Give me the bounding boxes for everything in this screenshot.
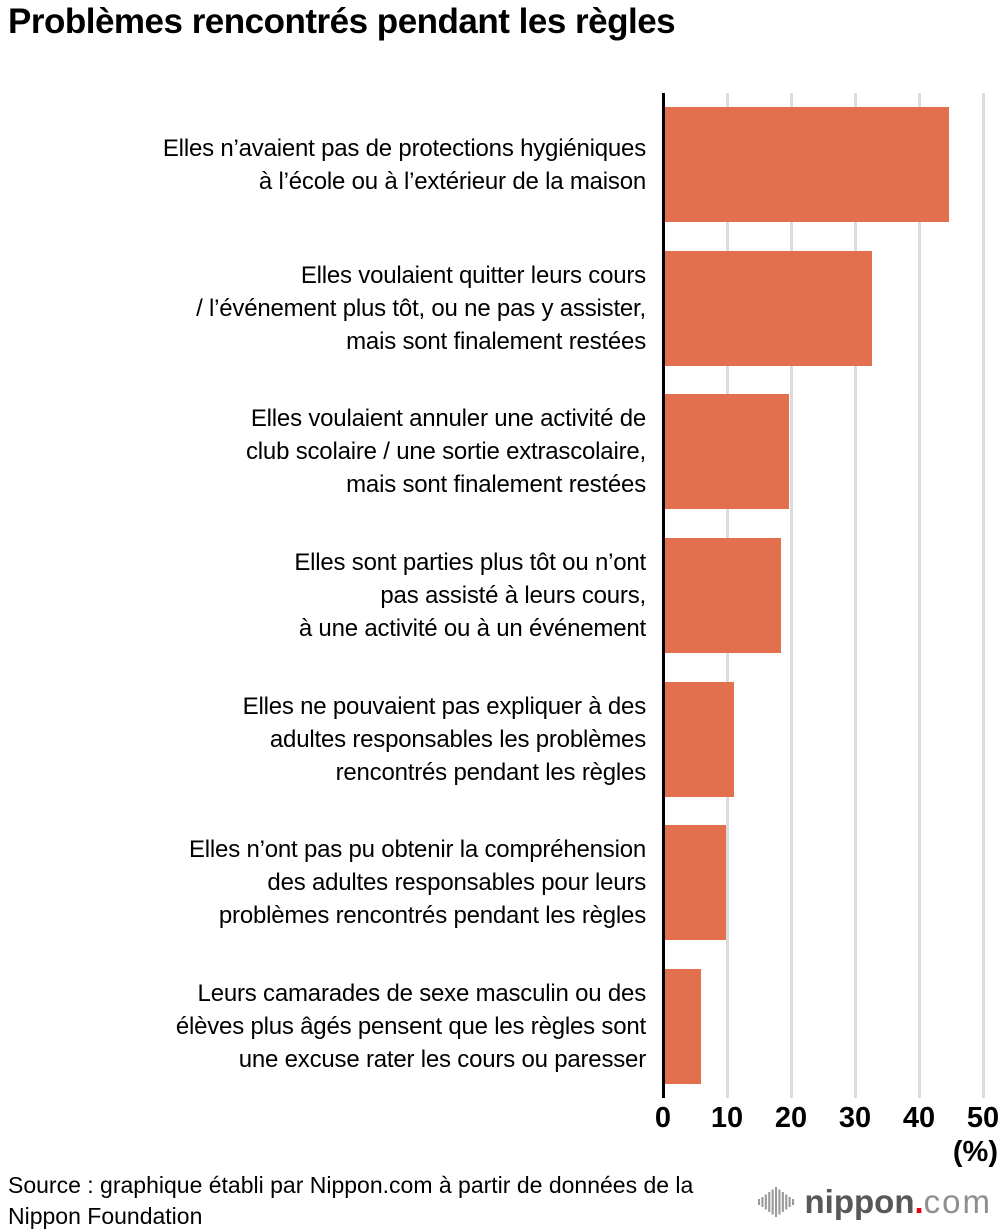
category-label: Elles n’ont pas pu obtenir la compréhens… bbox=[188, 836, 646, 930]
category-label: Elles sont parties plus tôt ou n’ont pas… bbox=[294, 549, 646, 643]
category-label: Elles ne pouvaient pas expliquer à des a… bbox=[242, 692, 647, 786]
x-tick-20: 20 bbox=[774, 1102, 808, 1134]
x-axis: 0 10 20 30 40 50 bbox=[0, 1102, 1000, 1138]
bar bbox=[665, 107, 949, 223]
x-tick-30: 30 bbox=[838, 1102, 872, 1134]
logo-text-nippon: nippon bbox=[804, 1183, 915, 1220]
bar-track bbox=[665, 825, 985, 941]
y-axis-line bbox=[662, 93, 665, 1098]
x-tick-0: 0 bbox=[654, 1102, 672, 1134]
x-tick-10: 10 bbox=[710, 1102, 744, 1134]
bar-track bbox=[665, 107, 985, 223]
x-tick-40: 40 bbox=[902, 1102, 936, 1134]
gridline-30 bbox=[854, 93, 857, 1098]
logo-dot: . bbox=[914, 1183, 924, 1220]
x-axis-unit-label: (%) bbox=[952, 1136, 998, 1168]
gridline-50 bbox=[982, 93, 985, 1098]
bar-row: Elles sont parties plus tôt ou n’ont pas… bbox=[0, 524, 1000, 668]
bar bbox=[665, 968, 702, 1084]
bar-row: Elles voulaient annuler une activité de … bbox=[0, 380, 1000, 524]
gridline-40 bbox=[918, 93, 921, 1098]
bar-rows: Elles n’avaient pas de protections hygié… bbox=[0, 93, 1000, 1098]
bar-track bbox=[665, 250, 985, 366]
bar bbox=[665, 538, 781, 654]
chart-title: Problèmes rencontrés pendant les règles bbox=[8, 2, 676, 41]
x-tick-50: 50 bbox=[966, 1102, 1000, 1134]
logo-text: nippon.com bbox=[805, 1184, 992, 1220]
category-label: Elles voulaient annuler une activité de … bbox=[246, 405, 646, 499]
bar-track bbox=[665, 394, 985, 510]
category-label: Elles voulaient quitter leurs cours / l’… bbox=[196, 261, 646, 355]
gridline-20 bbox=[790, 93, 793, 1098]
bar bbox=[665, 825, 726, 941]
bar-track bbox=[665, 968, 985, 1084]
bar bbox=[665, 394, 789, 510]
bar-track bbox=[665, 681, 985, 797]
logo-text-com: com bbox=[923, 1183, 992, 1220]
soundwave-icon bbox=[757, 1187, 794, 1217]
source-note: Source : graphique établi par Nippon.com… bbox=[8, 1172, 694, 1229]
bar-row: Elles voulaient quitter leurs cours / l’… bbox=[0, 237, 1000, 381]
bar-row: Elles ne pouvaient pas expliquer à des a… bbox=[0, 667, 1000, 811]
bar-track bbox=[665, 538, 985, 654]
bar-row: Elles n’avaient pas de protections hygié… bbox=[0, 93, 1000, 237]
bar-row: Leurs camarades de sexe masculin ou des … bbox=[0, 954, 1000, 1098]
bar-row: Elles n’ont pas pu obtenir la compréhens… bbox=[0, 811, 1000, 955]
bar bbox=[665, 250, 872, 366]
category-label: Elles n’avaient pas de protections hygié… bbox=[162, 134, 646, 195]
category-label: Leurs camarades de sexe masculin ou des … bbox=[175, 979, 646, 1073]
nippon-logo: nippon.com bbox=[757, 1184, 992, 1220]
bar bbox=[665, 681, 735, 797]
